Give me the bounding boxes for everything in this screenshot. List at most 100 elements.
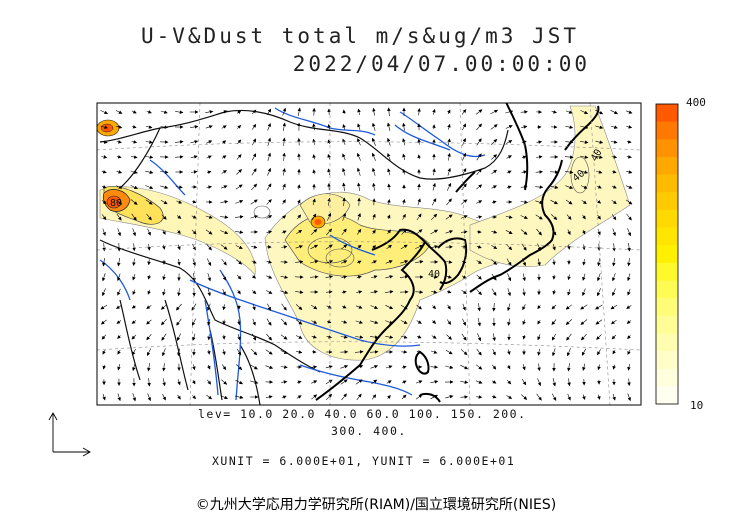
wind-arrow	[597, 394, 601, 400]
wind-arrow	[146, 305, 152, 309]
country-borders	[99, 109, 509, 405]
wind-arrow	[100, 110, 109, 114]
wind-arrow	[506, 244, 513, 251]
wind-arrow	[400, 244, 408, 250]
wind-arrow	[251, 168, 257, 176]
wind-arrow	[416, 320, 422, 324]
wind-arrow	[310, 244, 319, 250]
wind-arrow	[445, 214, 453, 220]
wind-arrow	[357, 182, 361, 191]
wind-arrow	[447, 123, 451, 130]
wind-arrow	[295, 335, 303, 339]
wind-arrow	[430, 275, 438, 279]
wind-arrow	[146, 319, 152, 325]
wind-arrow	[476, 364, 483, 370]
wind-arrow	[521, 140, 527, 144]
wind-arrow	[236, 259, 243, 265]
wind-arrow	[431, 350, 438, 354]
wind-arrow	[460, 230, 468, 234]
wind-arrow	[462, 152, 467, 161]
wind-arrow	[356, 152, 361, 161]
wind-arrow	[325, 379, 333, 385]
wind-arrow	[147, 363, 151, 372]
wind-arrow	[490, 124, 498, 130]
colorbar-cell	[656, 139, 678, 158]
wind-arrow	[536, 140, 543, 144]
wind-arrow	[295, 319, 303, 325]
wind-arrow	[220, 230, 229, 235]
wind-arrow	[177, 348, 181, 357]
wind-arrow	[401, 394, 407, 400]
wind-arrow	[430, 213, 438, 221]
wind-arrow	[162, 244, 166, 250]
wind-arrow	[176, 215, 182, 219]
lat-lon-grid	[97, 103, 641, 405]
wind-arrow	[551, 110, 557, 114]
wind-arrow	[567, 244, 571, 250]
wind-arrow	[312, 169, 316, 175]
wind-arrow	[267, 303, 271, 311]
wind-arrow	[582, 394, 586, 400]
wind-arrow	[477, 318, 481, 327]
wind-arrow	[461, 333, 467, 341]
wind-arrow	[476, 184, 483, 190]
colorbar-cell	[656, 298, 678, 317]
wind-arrow	[611, 319, 617, 325]
wind-arrow	[581, 348, 587, 356]
wind-arrow	[521, 170, 528, 174]
wind-arrow	[102, 258, 106, 267]
wind-arrow	[387, 229, 391, 235]
wind-arrow	[177, 244, 181, 251]
wind-arrow	[552, 378, 556, 387]
wind-arrow	[147, 289, 151, 295]
wind-arrow	[207, 318, 211, 326]
wind-arrow	[162, 378, 166, 387]
wind-arrow	[177, 258, 181, 266]
colorbar-cell	[656, 104, 678, 123]
wind-arrow	[627, 288, 631, 296]
wind-arrow	[596, 170, 603, 174]
wind-arrow	[146, 125, 153, 129]
wind-arrow	[100, 140, 108, 144]
wind-arrow	[386, 214, 391, 220]
wind-arrow	[252, 304, 256, 311]
wind-arrow	[627, 335, 631, 340]
wind-arrow	[177, 288, 181, 297]
wind-arrow	[237, 289, 241, 295]
wind-arrow	[341, 290, 347, 294]
wind-arrow	[327, 153, 331, 160]
wind-arrow	[130, 185, 138, 189]
wind-arrow	[160, 318, 167, 326]
colorbar-cell	[656, 368, 678, 387]
wind-arrow	[476, 289, 482, 296]
wind-arrow	[266, 318, 272, 326]
wind-arrow	[372, 107, 376, 116]
wind-arrow	[550, 170, 559, 174]
wind-arrow	[372, 229, 376, 235]
wind-arrow	[191, 303, 197, 311]
wind-arrow	[415, 380, 423, 384]
wind-arrow	[417, 198, 421, 206]
contour-label: 80	[110, 198, 122, 209]
wind-arrow	[191, 170, 198, 174]
wind-arrow	[580, 304, 588, 310]
colorbar-cell	[656, 192, 678, 211]
wind-arrow	[325, 260, 334, 264]
wind-arrow	[161, 214, 167, 220]
map-datetime: 2022/04/07.00:00:00	[292, 52, 590, 76]
wind-arrow	[400, 304, 408, 310]
wind-arrow	[221, 155, 227, 159]
wind-arrow	[177, 394, 181, 400]
wind-arrow	[251, 123, 257, 130]
wind-arrow	[207, 364, 211, 370]
wind-arrow	[430, 245, 439, 249]
wind-arrow	[445, 365, 454, 369]
wind-arrow	[432, 168, 436, 176]
wind-arrow	[206, 258, 212, 267]
wind-arrow	[117, 335, 121, 339]
wind-arrow	[280, 290, 289, 294]
wind-arrow	[402, 122, 406, 131]
wind-arrow	[595, 319, 603, 325]
wind-arrow	[147, 259, 151, 266]
